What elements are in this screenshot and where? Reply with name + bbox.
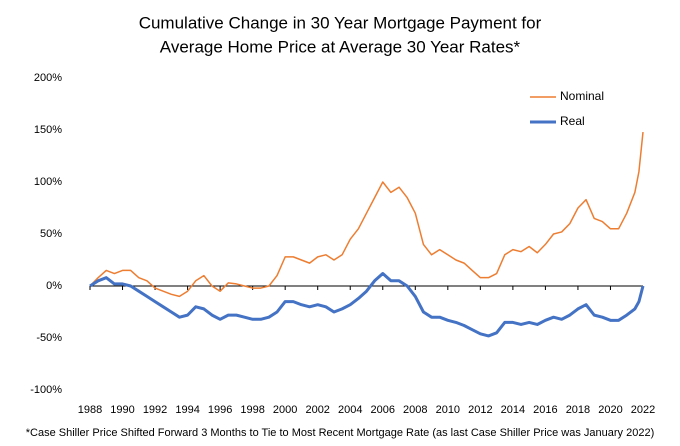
x-tick-label: 2000 — [273, 404, 297, 416]
x-tick-label: 2016 — [533, 404, 557, 416]
x-tick-label: 2002 — [305, 404, 329, 416]
x-tick-label: 1988 — [78, 404, 102, 416]
x-tick-label: 2006 — [371, 404, 395, 416]
x-tick-label: 1994 — [175, 404, 199, 416]
x-tick-label: 2014 — [501, 404, 525, 416]
y-tick-label: -50% — [36, 332, 62, 344]
legend-label: Nominal — [560, 89, 604, 103]
x-tick-label: 2012 — [468, 404, 492, 416]
y-tick-label: 150% — [34, 124, 62, 136]
x-tick-label: 2010 — [436, 404, 460, 416]
line-series — [89, 272, 645, 338]
x-tick-label: 1992 — [143, 404, 167, 416]
x-tick-label: 2008 — [403, 404, 427, 416]
y-tick-label: 100% — [34, 176, 62, 188]
y-tick-label: 200% — [34, 72, 62, 84]
chart-title: Average Home Price at Average 30 Year Ra… — [160, 37, 521, 56]
y-tick-label: 50% — [40, 228, 62, 240]
x-tick-label: 1996 — [208, 404, 232, 416]
x-tick-label: 1990 — [110, 404, 134, 416]
line-series — [89, 132, 644, 298]
y-tick-label: -100% — [30, 384, 62, 396]
x-tick-label: 2018 — [566, 404, 590, 416]
legend-label: Real — [560, 114, 585, 128]
x-tick-label: 2004 — [338, 404, 362, 416]
x-tick-label: 2022 — [631, 404, 655, 416]
footnote: *Case Shiller Price Shifted Forward 3 Mo… — [26, 427, 655, 439]
chart-title: Cumulative Change in 30 Year Mortgage Pa… — [139, 13, 542, 32]
x-tick-label: 1998 — [240, 404, 264, 416]
x-tick-label: 2020 — [598, 404, 622, 416]
y-tick-label: 0% — [46, 280, 62, 292]
